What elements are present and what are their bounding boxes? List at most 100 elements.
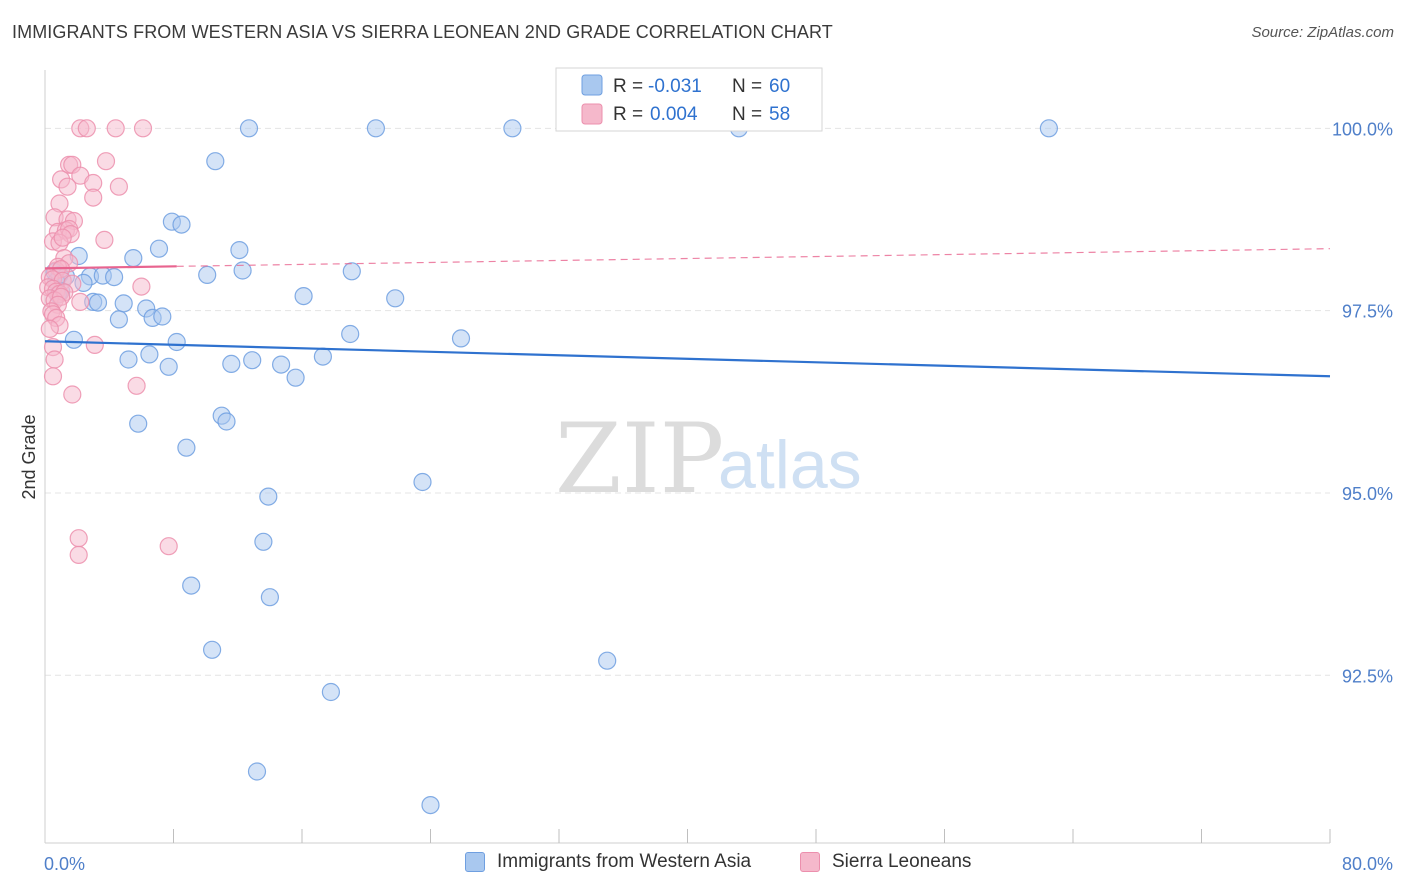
series-western-asia-points	[45, 119, 1059, 815]
point-sierra-leoneans	[106, 119, 125, 138]
point-western-asia	[313, 347, 332, 366]
point-western-asia	[503, 119, 522, 138]
point-western-asia	[119, 350, 138, 369]
point-sierra-leoneans	[63, 385, 82, 404]
stats-n-label-1: N =	[732, 76, 762, 97]
point-sierra-leoneans	[45, 350, 64, 369]
point-western-asia	[129, 414, 148, 433]
stats-swatch-pink	[581, 103, 603, 125]
point-western-asia	[222, 354, 241, 373]
legend-swatch-blue	[465, 852, 485, 872]
point-western-asia	[233, 261, 252, 280]
trendline-sierra-leoneans-dashed	[176, 248, 1331, 267]
trend-lines	[44, 248, 1331, 378]
stats-r-value-1: -0.031	[648, 76, 702, 97]
y-tick-label: 100.0%	[1332, 119, 1393, 139]
point-western-asia	[104, 268, 124, 287]
grid-lines	[45, 127, 1330, 676]
point-western-asia	[153, 307, 172, 326]
point-western-asia	[88, 293, 108, 312]
point-western-asia	[254, 532, 273, 551]
point-sierra-leoneans	[85, 335, 104, 354]
legend-label-sierra-leoneans: Sierra Leoneans	[832, 851, 972, 872]
point-western-asia	[272, 355, 291, 374]
point-sierra-leoneans	[84, 188, 103, 207]
point-sierra-leoneans	[71, 292, 90, 311]
point-western-asia	[598, 651, 617, 670]
point-western-asia	[177, 438, 196, 457]
point-western-asia	[421, 795, 440, 815]
trendline-sierra-leoneans-solid	[44, 265, 177, 270]
stats-n-value-2: 58	[769, 104, 790, 125]
legend-item-western-asia[interactable]: Immigrants from Western Asia	[465, 851, 751, 873]
point-western-asia	[172, 215, 191, 234]
y-axis-label: 2nd Grade	[19, 414, 39, 499]
tick-labels: 100.0% 97.5% 95.0% 92.5% 0.0% 80.0%	[44, 119, 1393, 874]
y-tick-label: 95.0%	[1342, 484, 1393, 504]
point-sierra-leoneans	[69, 529, 88, 548]
stats-r-label-1: R =	[613, 76, 643, 97]
point-western-asia	[182, 576, 201, 595]
chart-title: IMMIGRANTS FROM WESTERN ASIA VS SIERRA L…	[12, 22, 833, 42]
point-sierra-leoneans	[109, 177, 129, 196]
y-tick-label: 97.5%	[1342, 302, 1393, 322]
point-western-asia	[159, 357, 178, 376]
point-sierra-leoneans	[43, 367, 63, 386]
point-sierra-leoneans	[132, 277, 151, 296]
point-sierra-leoneans	[58, 177, 77, 196]
point-western-asia	[149, 239, 169, 258]
point-western-asia	[1039, 119, 1059, 138]
point-western-asia	[413, 472, 432, 492]
legend-swatch-pink	[800, 852, 820, 872]
watermark: ZIP atlas	[555, 403, 862, 515]
watermark-atlas: atlas	[718, 427, 862, 503]
point-western-asia	[217, 412, 236, 431]
point-western-asia	[451, 329, 471, 348]
point-western-asia	[167, 332, 186, 352]
point-western-asia	[124, 249, 143, 268]
point-western-asia	[260, 588, 279, 607]
point-sierra-leoneans	[69, 545, 88, 565]
point-western-asia	[114, 294, 133, 313]
point-western-asia	[109, 310, 129, 329]
point-sierra-leoneans	[77, 119, 96, 138]
stats-r-value-2: 0.004	[650, 104, 698, 125]
point-western-asia	[286, 368, 305, 387]
stats-n-value-1: 60	[769, 76, 790, 97]
point-western-asia	[341, 324, 360, 344]
point-western-asia	[243, 351, 262, 370]
point-western-asia	[386, 289, 405, 308]
point-western-asia	[206, 152, 225, 171]
legend-item-sierra-leoneans[interactable]: Sierra Leoneans	[800, 851, 971, 873]
stats-r-label-2: R =	[613, 104, 643, 125]
point-sierra-leoneans	[127, 376, 146, 395]
point-western-asia	[203, 640, 222, 659]
series-sierra-leoneans-points	[39, 119, 178, 565]
point-sierra-leoneans	[96, 152, 116, 171]
point-western-asia	[230, 241, 249, 260]
point-sierra-leoneans	[159, 537, 178, 556]
stats-n-label-2: N =	[732, 104, 762, 125]
legend-label-western-asia: Immigrants from Western Asia	[497, 851, 752, 872]
stats-box: R = -0.031 N = 60 R = 0.004 N = 58	[555, 67, 823, 132]
watermark-zip: ZIP	[555, 403, 724, 515]
axes	[44, 70, 1331, 844]
point-sierra-leoneans	[53, 228, 72, 247]
point-western-asia	[366, 119, 385, 138]
point-western-asia	[294, 287, 313, 306]
point-sierra-leoneans	[95, 230, 114, 249]
point-sierra-leoneans	[40, 319, 59, 338]
trendline-western-asia	[44, 340, 1331, 378]
point-sierra-leoneans	[133, 119, 153, 138]
point-western-asia	[239, 119, 259, 138]
stats-swatch-blue	[581, 74, 603, 96]
point-western-asia	[321, 682, 340, 702]
point-western-asia	[64, 330, 84, 349]
x-tick-label: 0.0%	[44, 854, 85, 874]
source-label: Source: ZipAtlas.com	[1251, 24, 1394, 41]
x-tick-label: 80.0%	[1342, 854, 1393, 874]
point-western-asia	[198, 265, 217, 284]
point-western-asia	[140, 345, 159, 364]
point-western-asia	[259, 487, 278, 506]
